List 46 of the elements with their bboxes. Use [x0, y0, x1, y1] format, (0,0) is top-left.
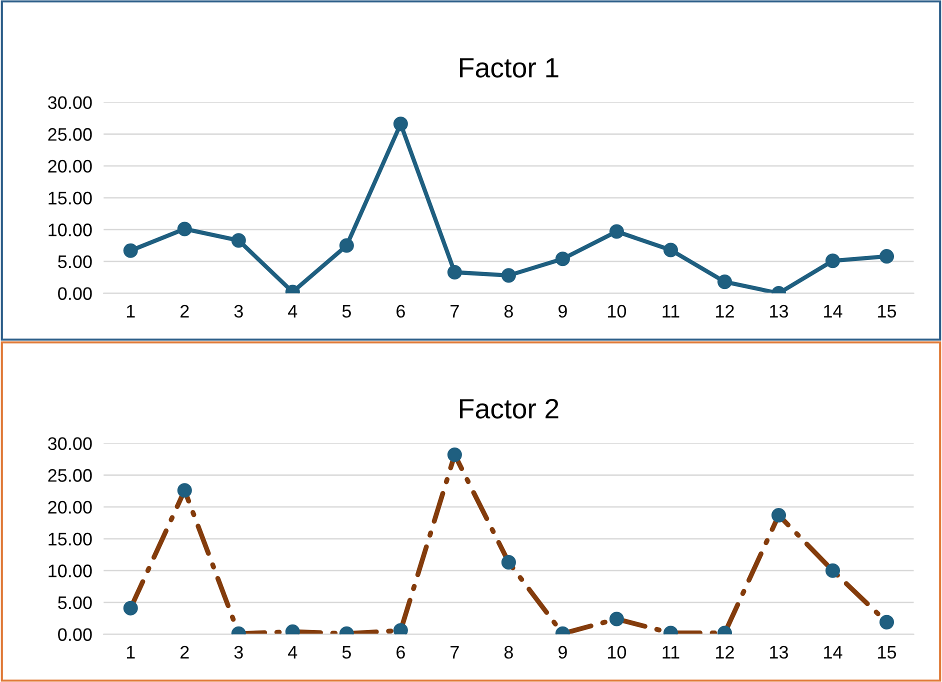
x-tick-label: 2 [180, 304, 189, 318]
chart-title: Factor 1 [460, 58, 558, 78]
x-tick-label: 11 [662, 305, 680, 318]
x-tick-label: 8 [504, 304, 513, 318]
x-tick-label: 8 [504, 646, 513, 659]
x-tick-label: 15 [878, 305, 896, 318]
x-tick-label: 1 [126, 646, 135, 658]
x-tick-label: 1 [126, 305, 135, 318]
x-tick-label: 5 [342, 305, 351, 318]
y-tick-label: 15.00 [48, 192, 92, 204]
y-tick-label: 25.00 [48, 469, 92, 482]
x-tick-label: 7 [450, 646, 459, 658]
x-tick-label: 13 [770, 304, 788, 318]
x-tick-label: 4 [288, 646, 298, 658]
y-tick-label: 5.00 [58, 255, 92, 268]
x-tick-label: 14 [824, 305, 842, 318]
chart-title: Factor 2 [460, 398, 558, 419]
x-tick-label: 12 [716, 646, 734, 658]
y-tick-label: 0.00 [58, 287, 92, 300]
x-tick-label: 10 [608, 304, 626, 318]
x-tick-label: 9 [558, 646, 567, 659]
y-tick-label: 30.00 [48, 96, 92, 110]
x-tick-label: 3 [234, 646, 243, 659]
x-tick-label: 15 [878, 646, 896, 659]
x-tick-label: 6 [396, 304, 405, 318]
x-tick-label: 6 [396, 646, 405, 659]
y-tick-label: 10.00 [48, 564, 92, 578]
x-tick-label: 12 [716, 304, 734, 318]
y-tick-label: 25.00 [48, 128, 92, 141]
x-tick-label: 7 [450, 305, 459, 318]
x-tick-label: 11 [662, 646, 680, 658]
y-tick-label: 20.00 [48, 160, 92, 173]
x-tick-label: 13 [770, 646, 788, 659]
x-tick-label: 4 [288, 305, 298, 318]
y-tick-label: 5.00 [58, 596, 92, 610]
x-tick-label: 3 [234, 304, 243, 318]
x-tick-label: 9 [558, 304, 567, 318]
y-tick-label: 10.00 [48, 224, 92, 236]
y-tick-label: 15.00 [48, 532, 92, 546]
x-tick-label: 10 [608, 646, 626, 659]
y-tick-label: 0.00 [58, 628, 92, 641]
x-tick-label: 5 [342, 646, 351, 659]
x-tick-label: 14 [824, 646, 842, 658]
x-tick-label: 2 [180, 646, 189, 658]
y-tick-label: 20.00 [48, 500, 92, 514]
y-tick-label: 30.00 [48, 437, 92, 450]
